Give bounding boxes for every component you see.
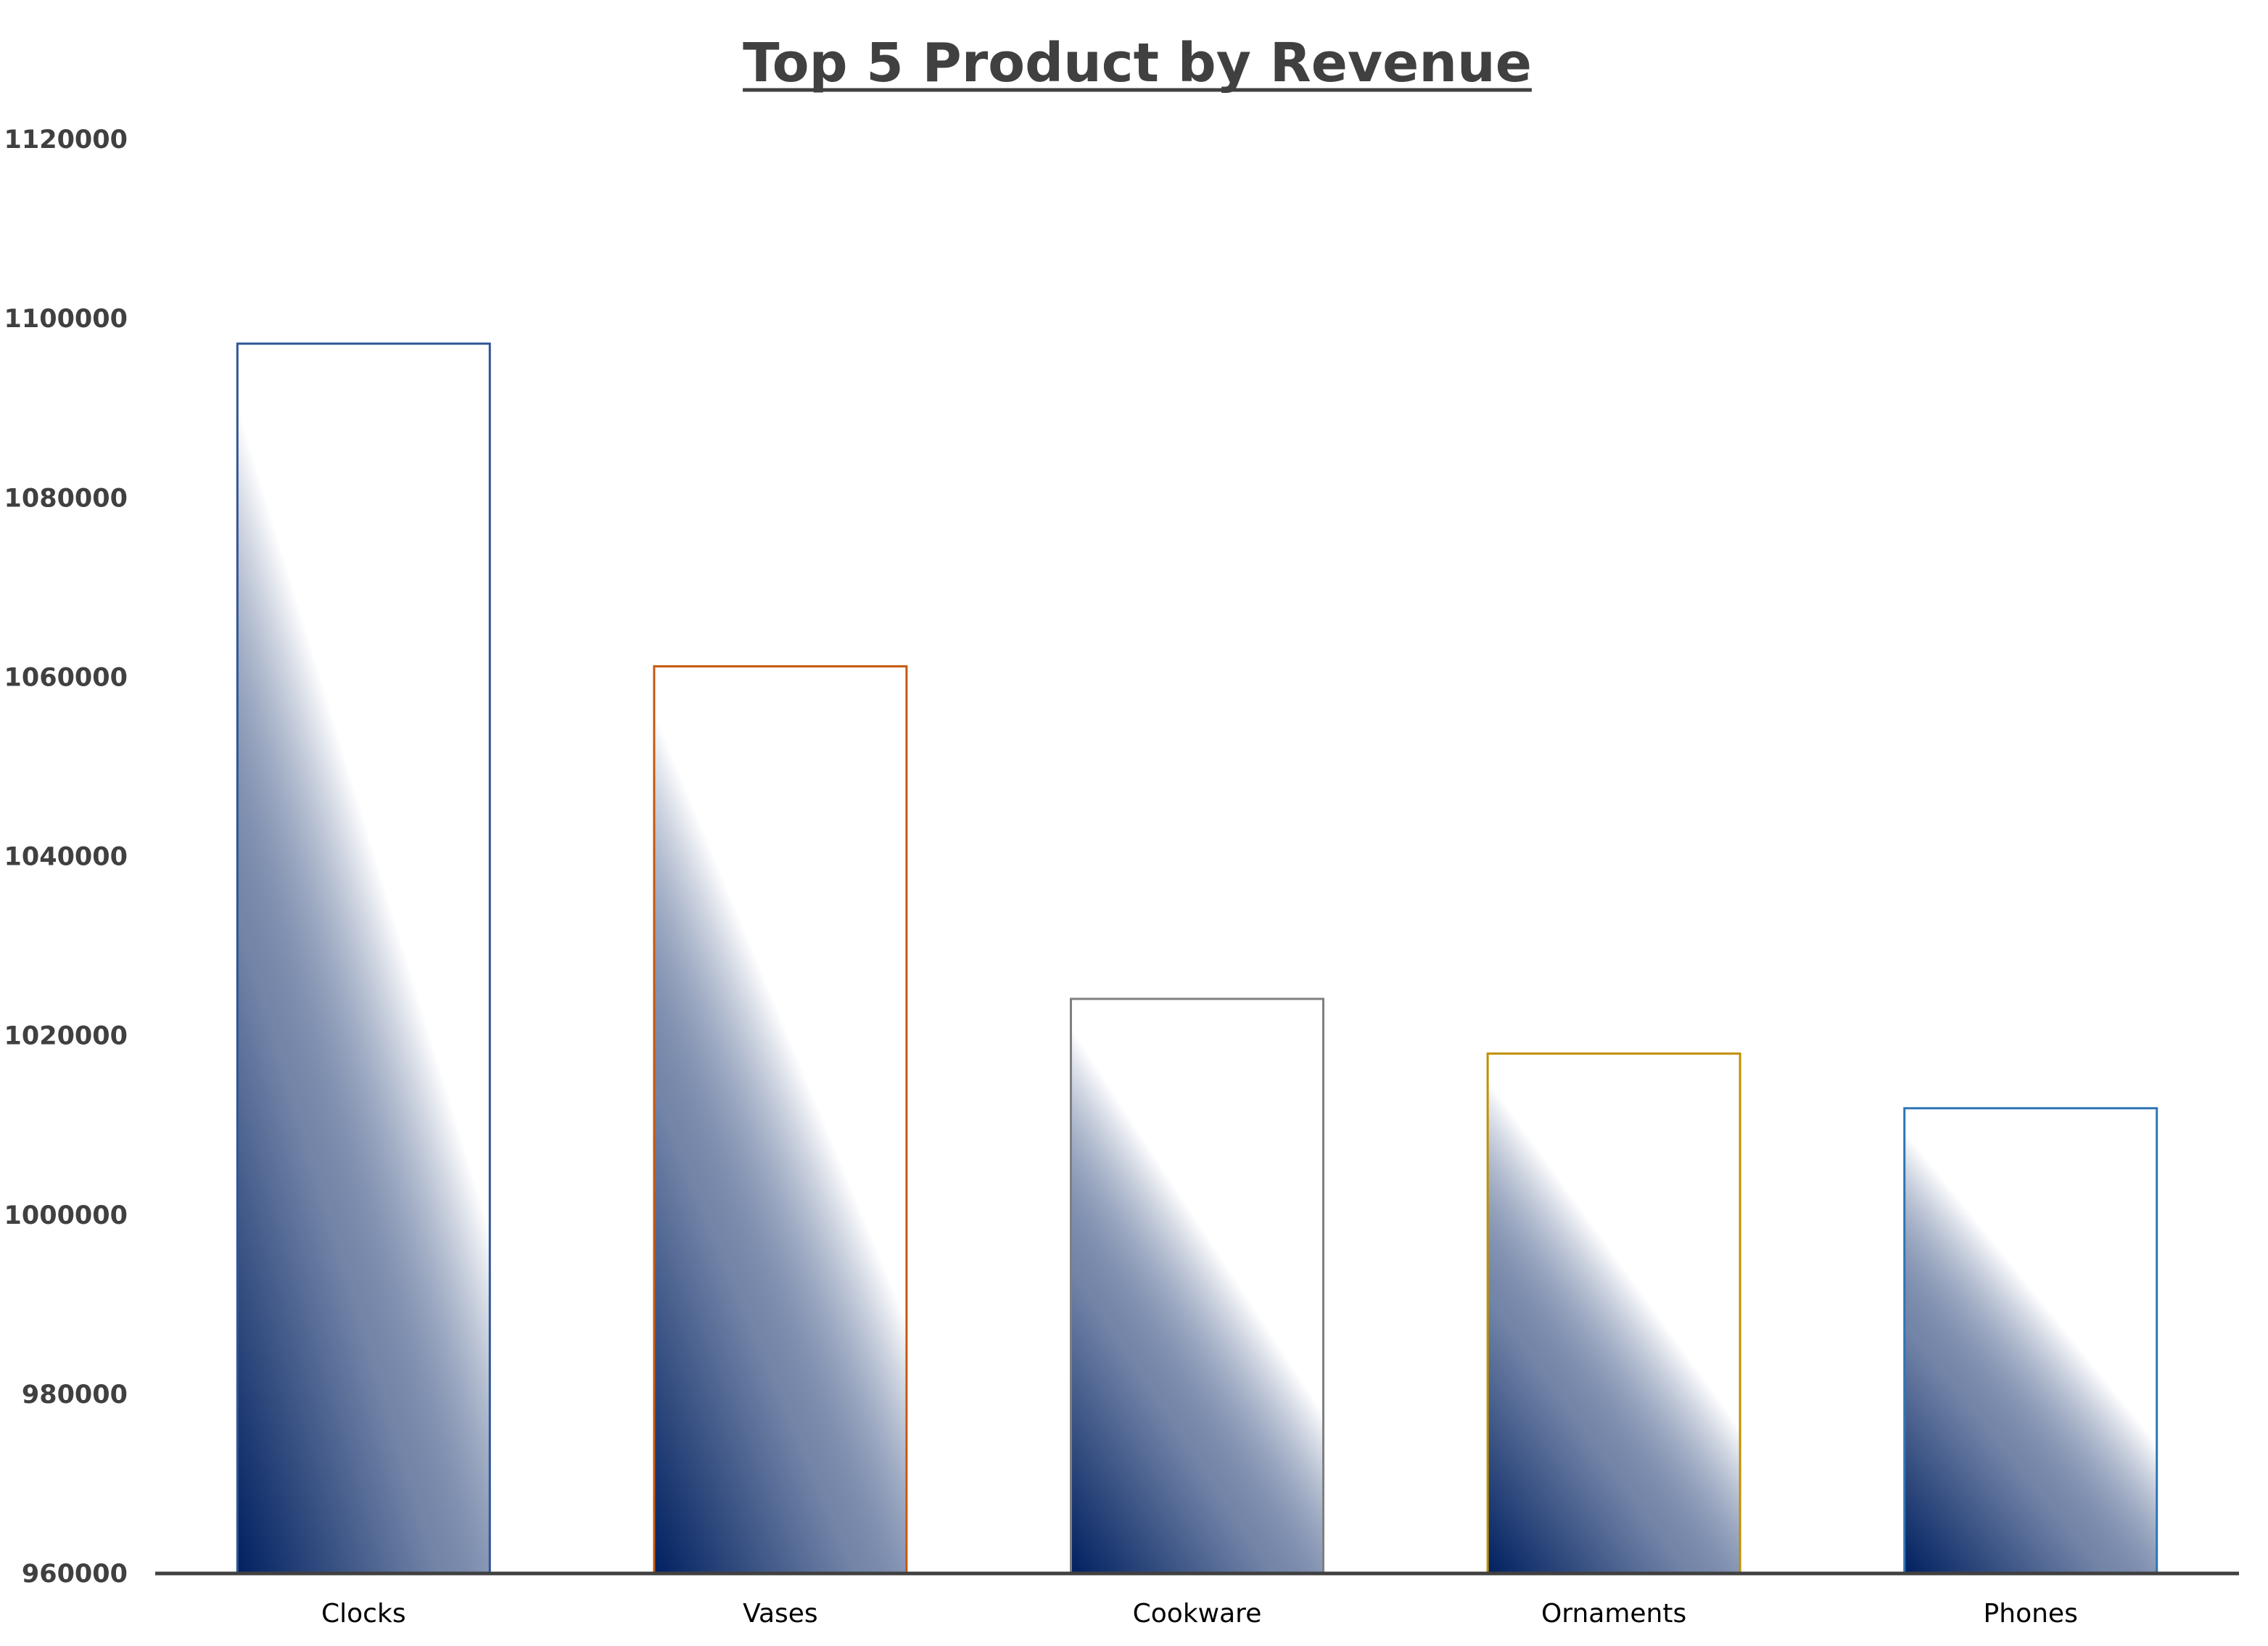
y-tick-label: 1020000 (4, 1022, 128, 1051)
y-axis-ticks: 960000 980000 1000000 1020000 1040000 1060000… (4, 125, 128, 1589)
x-axis-ticks: Clocks Vases Cookware Ornaments Phones (321, 1599, 2078, 1629)
bars (236, 342, 2158, 1575)
y-tick-label: 1000000 (4, 1201, 128, 1230)
x-tick-label-vases: Vases (743, 1599, 818, 1629)
x-tick-label-ornaments: Ornaments (1541, 1599, 1686, 1629)
y-tick-label: 1040000 (4, 843, 128, 872)
bar-phones (1903, 1107, 2158, 1575)
y-tick-label: 1080000 (4, 484, 128, 513)
y-tick-label: 1060000 (4, 663, 128, 692)
y-tick-label: 1100000 (4, 305, 128, 334)
bar-clocks (236, 342, 491, 1575)
x-tick-label-clocks: Clocks (321, 1599, 406, 1629)
y-tick-label: 980000 (22, 1380, 128, 1410)
bar-vases (653, 665, 908, 1575)
chart-title: Top 5 Product by Revenue (743, 32, 1532, 94)
bar-cookware (1070, 997, 1324, 1575)
bar-ornaments (1486, 1052, 1741, 1575)
x-tick-label-cookware: Cookware (1133, 1599, 1262, 1629)
y-tick-label: 1120000 (4, 125, 128, 155)
x-tick-label-phones: Phones (1984, 1599, 2078, 1629)
y-tick-label: 960000 (22, 1560, 128, 1589)
